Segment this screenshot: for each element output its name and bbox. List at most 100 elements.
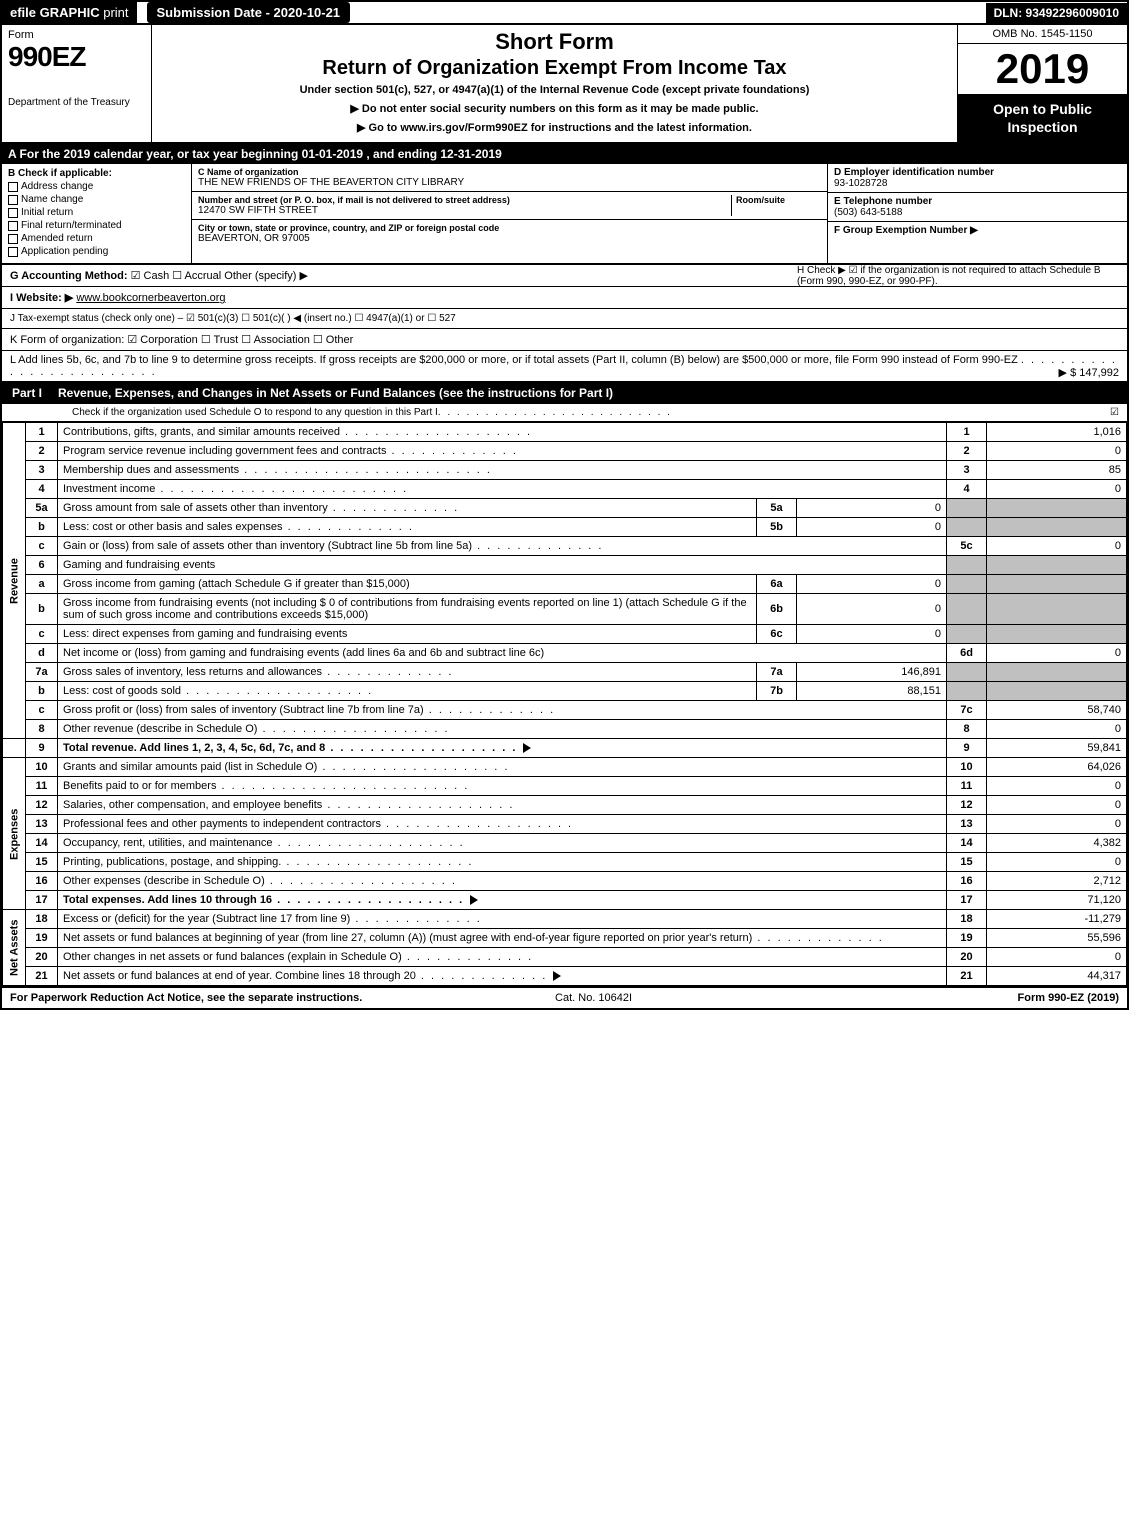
tax-year: 2019	[958, 44, 1127, 94]
return-title: Return of Organization Exempt From Incom…	[160, 57, 949, 80]
ln-desc: Less: direct expenses from gaming and fu…	[58, 625, 757, 644]
sub-num: 5b	[757, 518, 797, 537]
line-8: 8 Other revenue (describe in Schedule O)…	[3, 720, 1127, 739]
line-20: 20 Other changes in net assets or fund b…	[3, 948, 1127, 967]
row-k[interactable]: K Form of organization: ☑ Corporation ☐ …	[2, 329, 1127, 351]
ln-num: c	[26, 537, 58, 556]
ln-num: d	[26, 644, 58, 663]
ln-num: 12	[26, 796, 58, 815]
grey-cell	[947, 625, 987, 644]
line-7a: 7a Gross sales of inventory, less return…	[3, 663, 1127, 682]
dots-icon	[283, 521, 414, 533]
row-j[interactable]: J Tax-exempt status (check only one) – ☑…	[2, 309, 1127, 329]
grey-cell	[987, 663, 1127, 682]
grey-cell	[947, 556, 987, 575]
omb-number: OMB No. 1545-1150	[958, 25, 1127, 44]
part1-sub-text: Check if the organization used Schedule …	[72, 407, 438, 418]
dots-icon	[472, 540, 603, 552]
col-num: 7c	[947, 701, 987, 720]
checkbox-icon	[8, 208, 18, 218]
efile-badge[interactable]: efile GRAPHIC print	[2, 2, 137, 23]
sub-val: 0	[797, 518, 947, 537]
side-revenue: Revenue	[3, 423, 26, 739]
grey-cell	[947, 499, 987, 518]
g-options[interactable]: ☑ Cash ☐ Accrual Other (specify) ▶	[131, 270, 308, 282]
section-b: B Check if applicable: Address change Na…	[2, 164, 192, 263]
row-i: I Website: ▶ www.bookcornerbeaverton.org	[2, 287, 1127, 309]
col-val: 58,740	[987, 701, 1127, 720]
col-val: 59,841	[987, 739, 1127, 758]
dots-icon	[265, 875, 457, 887]
col-num: 17	[947, 891, 987, 910]
grey-cell	[987, 682, 1127, 701]
info-block: B Check if applicable: Address change Na…	[2, 164, 1127, 265]
grey-cell	[947, 518, 987, 537]
dots-icon	[381, 818, 573, 830]
ln-desc: Printing, publications, postage, and shi…	[63, 856, 281, 868]
ln-num: c	[26, 625, 58, 644]
chk-name-change[interactable]: Name change	[8, 194, 185, 205]
chk-initial-return[interactable]: Initial return	[8, 207, 185, 218]
sub-val: 0	[797, 594, 947, 625]
form-word: Form	[8, 29, 145, 41]
col-num: 20	[947, 948, 987, 967]
short-form-title: Short Form	[160, 29, 949, 55]
line-15: 15 Printing, publications, postage, and …	[3, 853, 1127, 872]
dln-label: DLN: 93492296009010	[986, 3, 1127, 23]
under-section: Under section 501(c), 527, or 4947(a)(1)…	[160, 84, 949, 96]
ln-num: 1	[26, 423, 58, 442]
ln-num: 2	[26, 442, 58, 461]
ln-num: 5a	[26, 499, 58, 518]
col-val: 44,317	[987, 967, 1127, 986]
col-val: 0	[987, 537, 1127, 556]
line-3: 3 Membership dues and assessments 3 85	[3, 461, 1127, 480]
ln-desc: Gross amount from sale of assets other t…	[63, 502, 328, 514]
dots-icon	[386, 445, 517, 457]
h-check[interactable]: H Check ▶ ☑ if the organization is not r…	[797, 265, 1117, 287]
col-num: 18	[947, 910, 987, 929]
submission-date: Submission Date - 2020-10-21	[147, 2, 351, 23]
chk-application-pending[interactable]: Application pending	[8, 246, 185, 257]
ln-num: 13	[26, 815, 58, 834]
c-name: C Name of organization THE NEW FRIENDS O…	[192, 164, 827, 192]
line-6: 6 Gaming and fundraising events	[3, 556, 1127, 575]
chk-amended-return[interactable]: Amended return	[8, 233, 185, 244]
dots-icon	[340, 426, 532, 438]
col-num: 3	[947, 461, 987, 480]
phone-value: (503) 643-5188	[834, 207, 1121, 218]
website-link[interactable]: www.bookcornerbeaverton.org	[76, 292, 225, 304]
ln-desc: Other changes in net assets or fund bala…	[63, 951, 402, 963]
schedule-o-check[interactable]: ☑	[1110, 407, 1119, 418]
form-number: 990EZ	[8, 41, 145, 73]
efile-print: print	[103, 5, 128, 20]
sub-num: 6a	[757, 575, 797, 594]
col-val: 4,382	[987, 834, 1127, 853]
ln-num: 16	[26, 872, 58, 891]
f-label: F Group Exemption Number ▶	[834, 225, 1121, 236]
ln-desc: Program service revenue including govern…	[63, 445, 386, 457]
ln-desc: Less: cost of goods sold	[63, 685, 181, 697]
chk-final-return[interactable]: Final return/terminated	[8, 220, 185, 231]
open-public-badge: Open to Public Inspection	[958, 94, 1127, 142]
ln-num: a	[26, 575, 58, 594]
part1-sub: Check if the organization used Schedule …	[2, 404, 1127, 422]
sub-val: 88,151	[797, 682, 947, 701]
col-val: -11,279	[987, 910, 1127, 929]
col-num: 15	[947, 853, 987, 872]
header-mid: Short Form Return of Organization Exempt…	[152, 25, 957, 142]
line-2: 2 Program service revenue including gove…	[3, 442, 1127, 461]
goto-line[interactable]: ▶ Go to www.irs.gov/Form990EZ for instru…	[160, 121, 949, 134]
c-name-label: C Name of organization	[198, 167, 821, 177]
chk-address-change[interactable]: Address change	[8, 181, 185, 192]
ln-num: 19	[26, 929, 58, 948]
ln-num: b	[26, 518, 58, 537]
grey-cell	[987, 625, 1127, 644]
dots-icon	[424, 704, 555, 716]
addr-label: Number and street (or P. O. box, if mail…	[198, 195, 731, 205]
grey-cell	[947, 682, 987, 701]
checkbox-icon	[8, 195, 18, 205]
ln-num: 9	[26, 739, 58, 758]
grey-cell	[987, 575, 1127, 594]
ln-num: 18	[26, 910, 58, 929]
footer-left: For Paperwork Reduction Act Notice, see …	[10, 992, 362, 1004]
